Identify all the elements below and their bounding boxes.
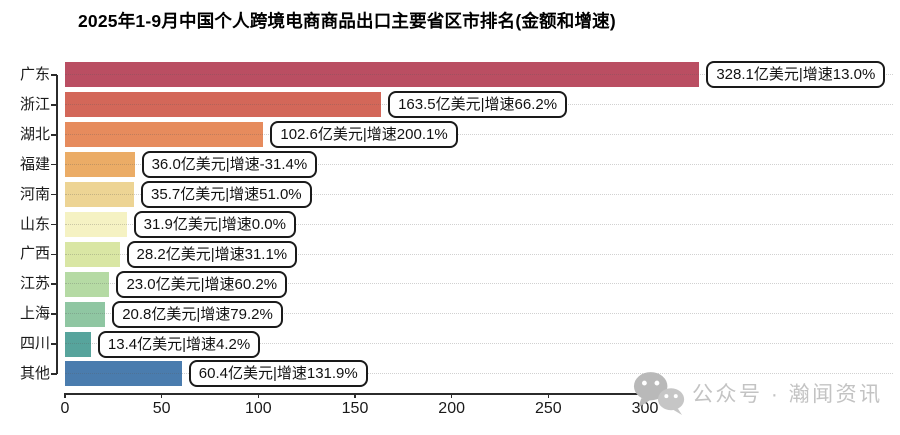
y-axis-tick (51, 283, 57, 286)
row-gridline (65, 74, 893, 76)
value-label-box: 23.0亿美元|增速60.2% (116, 270, 288, 298)
x-tick-label: 50 (152, 400, 171, 418)
chart-title: 2025年1-9月中国个人跨境电商商品出口主要省区市排名(金额和增速) (78, 11, 616, 31)
x-tick-label: 200 (438, 400, 465, 418)
bar (65, 271, 110, 297)
bar (65, 62, 700, 88)
watermark: 公众号 · 瀚闻资讯 (630, 370, 883, 416)
bar (65, 361, 182, 387)
value-label-box: 31.9亿美元|增速0.0% (133, 210, 296, 238)
y-axis-tick (51, 163, 57, 166)
category-label: 福建 (19, 155, 50, 173)
y-axis-tick (51, 133, 57, 136)
category-label: 江苏 (19, 275, 50, 293)
category-label: 四川 (19, 335, 50, 353)
y-axis-tick (51, 193, 57, 196)
bar (65, 211, 127, 237)
value-label-box: 20.8亿美元|增速79.2% (112, 300, 283, 328)
x-tick-label: 250 (534, 400, 562, 418)
category-label: 广东 (19, 66, 50, 83)
row-gridline (65, 223, 893, 225)
x-axis-tick (257, 393, 260, 399)
bar (65, 331, 91, 357)
x-axis-tick (64, 393, 66, 399)
value-label-box: 163.5亿美元|增速66.2% (388, 91, 568, 119)
bar (65, 92, 382, 118)
value-label-box: 36.0亿美元|增速-31.4% (141, 151, 318, 179)
y-axis-tick (51, 343, 57, 345)
x-tick-label: 300 (631, 400, 659, 418)
y-axis-tick (51, 313, 57, 315)
row-gridline (65, 373, 893, 375)
row-gridline (65, 343, 893, 345)
x-axis-tick (547, 393, 550, 399)
y-axis-tick (51, 104, 57, 106)
category-label: 湖北 (19, 125, 50, 143)
watermark-text: 公众号 · 瀚闻资讯 (692, 383, 883, 406)
category-label: 其他 (19, 365, 50, 382)
value-label-box: 13.4亿美元|增速4.2% (97, 330, 261, 358)
x-axis-tick (450, 393, 453, 399)
bar (65, 301, 106, 327)
value-label-box: 328.1亿美元|增速13.0% (706, 61, 886, 89)
category-label: 上海 (19, 305, 50, 323)
row-gridline (65, 253, 893, 255)
wechat-icon (633, 372, 685, 415)
y-axis-tick (51, 74, 57, 76)
row-gridline (65, 193, 893, 195)
value-label-box: 102.6亿美元|增速200.1% (270, 121, 458, 149)
y-axis-tick (51, 373, 57, 375)
x-axis-tick (354, 393, 356, 399)
bar (65, 122, 264, 148)
bar (65, 152, 135, 178)
x-tick-label: 150 (341, 400, 369, 418)
value-label-box: 60.4亿美元|增速131.9% (188, 360, 368, 388)
row-gridline (65, 283, 893, 285)
x-tick-label: 0 (60, 400, 70, 418)
y-axis-tick (51, 253, 57, 256)
y-axis-line (56, 74, 58, 374)
bar (65, 182, 135, 208)
x-axis-tick (160, 393, 163, 399)
x-tick-label: 100 (244, 400, 272, 418)
row-gridline (65, 133, 893, 135)
category-label: 山东 (19, 215, 50, 233)
value-label-box: 28.2亿美元|增速31.1% (126, 240, 298, 268)
y-axis-tick (51, 223, 57, 226)
category-label: 广西 (19, 245, 50, 263)
row-gridline (65, 163, 893, 165)
value-label-box: 35.7亿美元|增速51.0% (141, 181, 312, 209)
bar (65, 241, 120, 267)
category-label: 河南 (19, 185, 50, 203)
category-label: 浙江 (19, 95, 50, 113)
row-gridline (65, 313, 893, 315)
